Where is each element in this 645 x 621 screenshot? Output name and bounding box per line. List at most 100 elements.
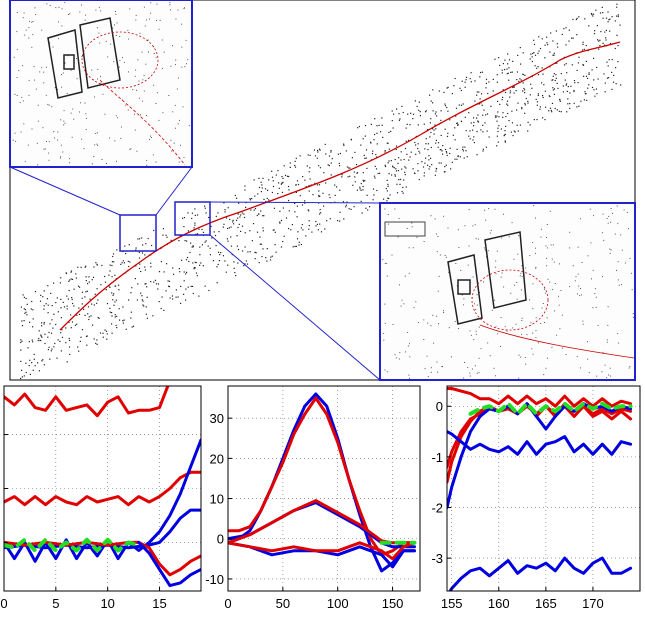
- inset-point: [98, 6, 100, 8]
- cloud-point: [365, 149, 368, 151]
- inset-point: [395, 357, 397, 359]
- cloud-point: [66, 308, 68, 310]
- cloud-point: [217, 263, 219, 266]
- cloud-point: [194, 261, 196, 263]
- inset-point: [57, 131, 59, 133]
- inset-point: [558, 295, 559, 297]
- inset-point: [546, 236, 547, 238]
- cloud-point: [249, 230, 251, 232]
- cloud-point: [316, 157, 318, 159]
- inset-point: [80, 102, 81, 104]
- inset-point: [518, 235, 520, 237]
- inset-top-left: [9, 0, 193, 168]
- cloud-point: [20, 360, 22, 362]
- inset-point: [383, 332, 385, 334]
- cloud-point: [37, 339, 39, 342]
- inset-point: [35, 88, 37, 90]
- cloud-point: [430, 100, 432, 102]
- cloud-point: [553, 52, 555, 54]
- inset-point: [20, 131, 22, 133]
- cloud-point: [597, 78, 599, 80]
- inset-point: [467, 264, 469, 266]
- cloud-point: [20, 349, 22, 351]
- cloud-point: [499, 103, 501, 105]
- cloud-point: [271, 255, 273, 257]
- inset-point: [180, 144, 181, 146]
- inset-point: [494, 375, 496, 377]
- inset-point: [472, 276, 474, 278]
- cloud-point: [537, 66, 539, 68]
- machine-slot: [457, 279, 471, 295]
- cloud-point: [224, 209, 226, 211]
- cloud-point: [150, 281, 152, 283]
- inset-point: [59, 157, 61, 159]
- cloud-point: [365, 207, 367, 209]
- inset-point: [48, 159, 50, 161]
- inset-point: [596, 375, 598, 377]
- cloud-point: [432, 110, 434, 112]
- cloud-point: [422, 166, 425, 168]
- cloud-point: [434, 174, 436, 176]
- cloud-point: [507, 112, 509, 115]
- inset-point: [537, 342, 539, 344]
- cloud-point: [455, 107, 458, 109]
- cloud-point: [398, 113, 400, 115]
- cloud-point: [220, 252, 222, 254]
- inset-point: [125, 104, 127, 106]
- cloud-point: [317, 151, 319, 153]
- inset-point: [430, 325, 432, 327]
- cloud-point: [473, 121, 475, 124]
- cloud-point: [147, 237, 149, 240]
- cloud-point: [272, 229, 274, 231]
- cloud-point: [434, 124, 436, 126]
- inset-point: [606, 339, 608, 341]
- cloud-point: [562, 91, 564, 93]
- cloud-point: [525, 97, 527, 100]
- cloud-point: [26, 303, 28, 305]
- inset-point: [134, 129, 136, 131]
- cloud-point: [516, 109, 518, 111]
- x-tick-label: 155: [441, 596, 463, 611]
- cloud-point: [541, 38, 543, 40]
- cloud-point: [284, 174, 287, 177]
- cloud-point: [40, 294, 42, 296]
- inset-point: [58, 38, 60, 40]
- inset-point: [520, 289, 522, 291]
- cloud-point: [43, 364, 45, 366]
- cloud-point: [369, 206, 371, 208]
- cloud-point: [282, 207, 284, 209]
- cloud-point: [476, 117, 478, 119]
- inset-trajectory: [479, 324, 635, 359]
- cloud-point: [531, 56, 533, 58]
- cloud-point: [544, 57, 546, 59]
- cloud-point: [237, 262, 239, 264]
- inset-point: [43, 71, 45, 73]
- cloud-point: [281, 182, 283, 184]
- cloud-point: [362, 172, 364, 174]
- cloud-point: [564, 79, 566, 81]
- cloud-point: [568, 29, 570, 31]
- cloud-point: [194, 222, 196, 224]
- cloud-point: [424, 162, 426, 164]
- cloud-point: [537, 94, 539, 97]
- cloud-point: [233, 267, 235, 269]
- inset-point: [34, 7, 36, 9]
- inset-point: [408, 374, 410, 376]
- inset-point: [115, 13, 117, 15]
- cloud-point: [406, 123, 408, 125]
- inset-point: [84, 19, 86, 21]
- y-tick-label: -1: [431, 450, 443, 465]
- inset-point: [558, 304, 560, 306]
- inset-point: [409, 377, 410, 379]
- cloud-point: [73, 288, 75, 290]
- inset-point: [524, 357, 526, 358]
- cloud-point: [291, 224, 293, 226]
- inset-point: [54, 86, 56, 88]
- cloud-point: [51, 348, 53, 350]
- cloud-point: [288, 228, 290, 230]
- cloud-point: [546, 36, 548, 38]
- cloud-point: [223, 223, 225, 225]
- cloud-point: [488, 136, 490, 138]
- cloud-point: [608, 77, 610, 79]
